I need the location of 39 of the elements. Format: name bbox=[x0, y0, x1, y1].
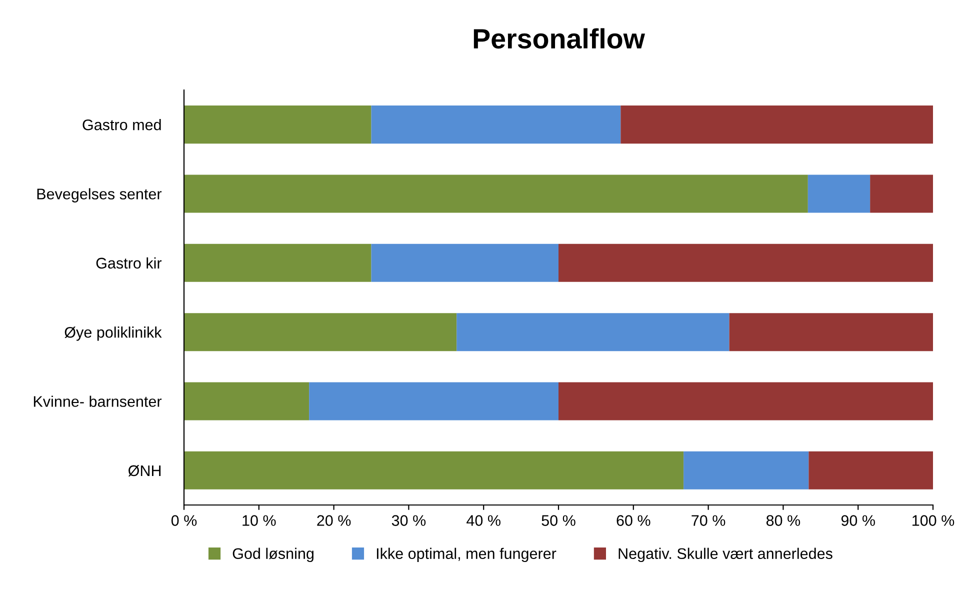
x-tick-label: 30 % bbox=[392, 515, 426, 526]
y-tick-label: Gastro kir bbox=[96, 257, 162, 269]
y-tick-label: Bevegelses senter bbox=[37, 188, 162, 202]
x-tick-label: 40 % bbox=[466, 515, 500, 526]
y-tick-label: Øye poliklinikk bbox=[64, 326, 162, 341]
bar bbox=[371, 106, 621, 144]
legend-label: God løsning bbox=[232, 548, 314, 562]
bar bbox=[184, 106, 372, 144]
bar bbox=[184, 382, 310, 420]
x-tick-label: 60 % bbox=[616, 515, 650, 526]
bar bbox=[309, 382, 558, 420]
bar bbox=[620, 106, 933, 144]
x-tick-label: 0 % bbox=[171, 515, 197, 526]
legend-label: Negativ. Skulle vært annerledes bbox=[618, 548, 832, 562]
x-tick-label: 70 % bbox=[692, 515, 726, 526]
x-tick-label: 80 % bbox=[766, 515, 800, 526]
bar bbox=[558, 244, 933, 282]
bar bbox=[184, 313, 457, 352]
bar bbox=[808, 451, 933, 490]
bar bbox=[684, 451, 809, 490]
x-tick-label: 90 % bbox=[841, 515, 875, 526]
bar bbox=[184, 174, 808, 213]
y-tick-label: Gastro med bbox=[82, 119, 161, 130]
chart-title: Personalflow bbox=[474, 28, 645, 49]
bar bbox=[729, 313, 933, 352]
bar bbox=[456, 313, 730, 352]
bar bbox=[808, 174, 870, 213]
y-tick-label: Kvinne- barnsenter bbox=[34, 396, 162, 407]
x-tick-label: 10 % bbox=[242, 515, 276, 526]
y-tick-label: ØNH bbox=[128, 465, 161, 476]
bar bbox=[184, 451, 684, 490]
bar bbox=[371, 244, 558, 282]
x-tick-label: 100 % bbox=[912, 515, 954, 526]
bar bbox=[558, 382, 933, 420]
bar bbox=[184, 244, 372, 282]
x-tick-label: 20 % bbox=[317, 515, 351, 526]
x-tick-label: 50 % bbox=[542, 515, 576, 526]
bar bbox=[870, 174, 933, 213]
legend-label: Ikke optimal, men fungerer bbox=[376, 548, 556, 562]
